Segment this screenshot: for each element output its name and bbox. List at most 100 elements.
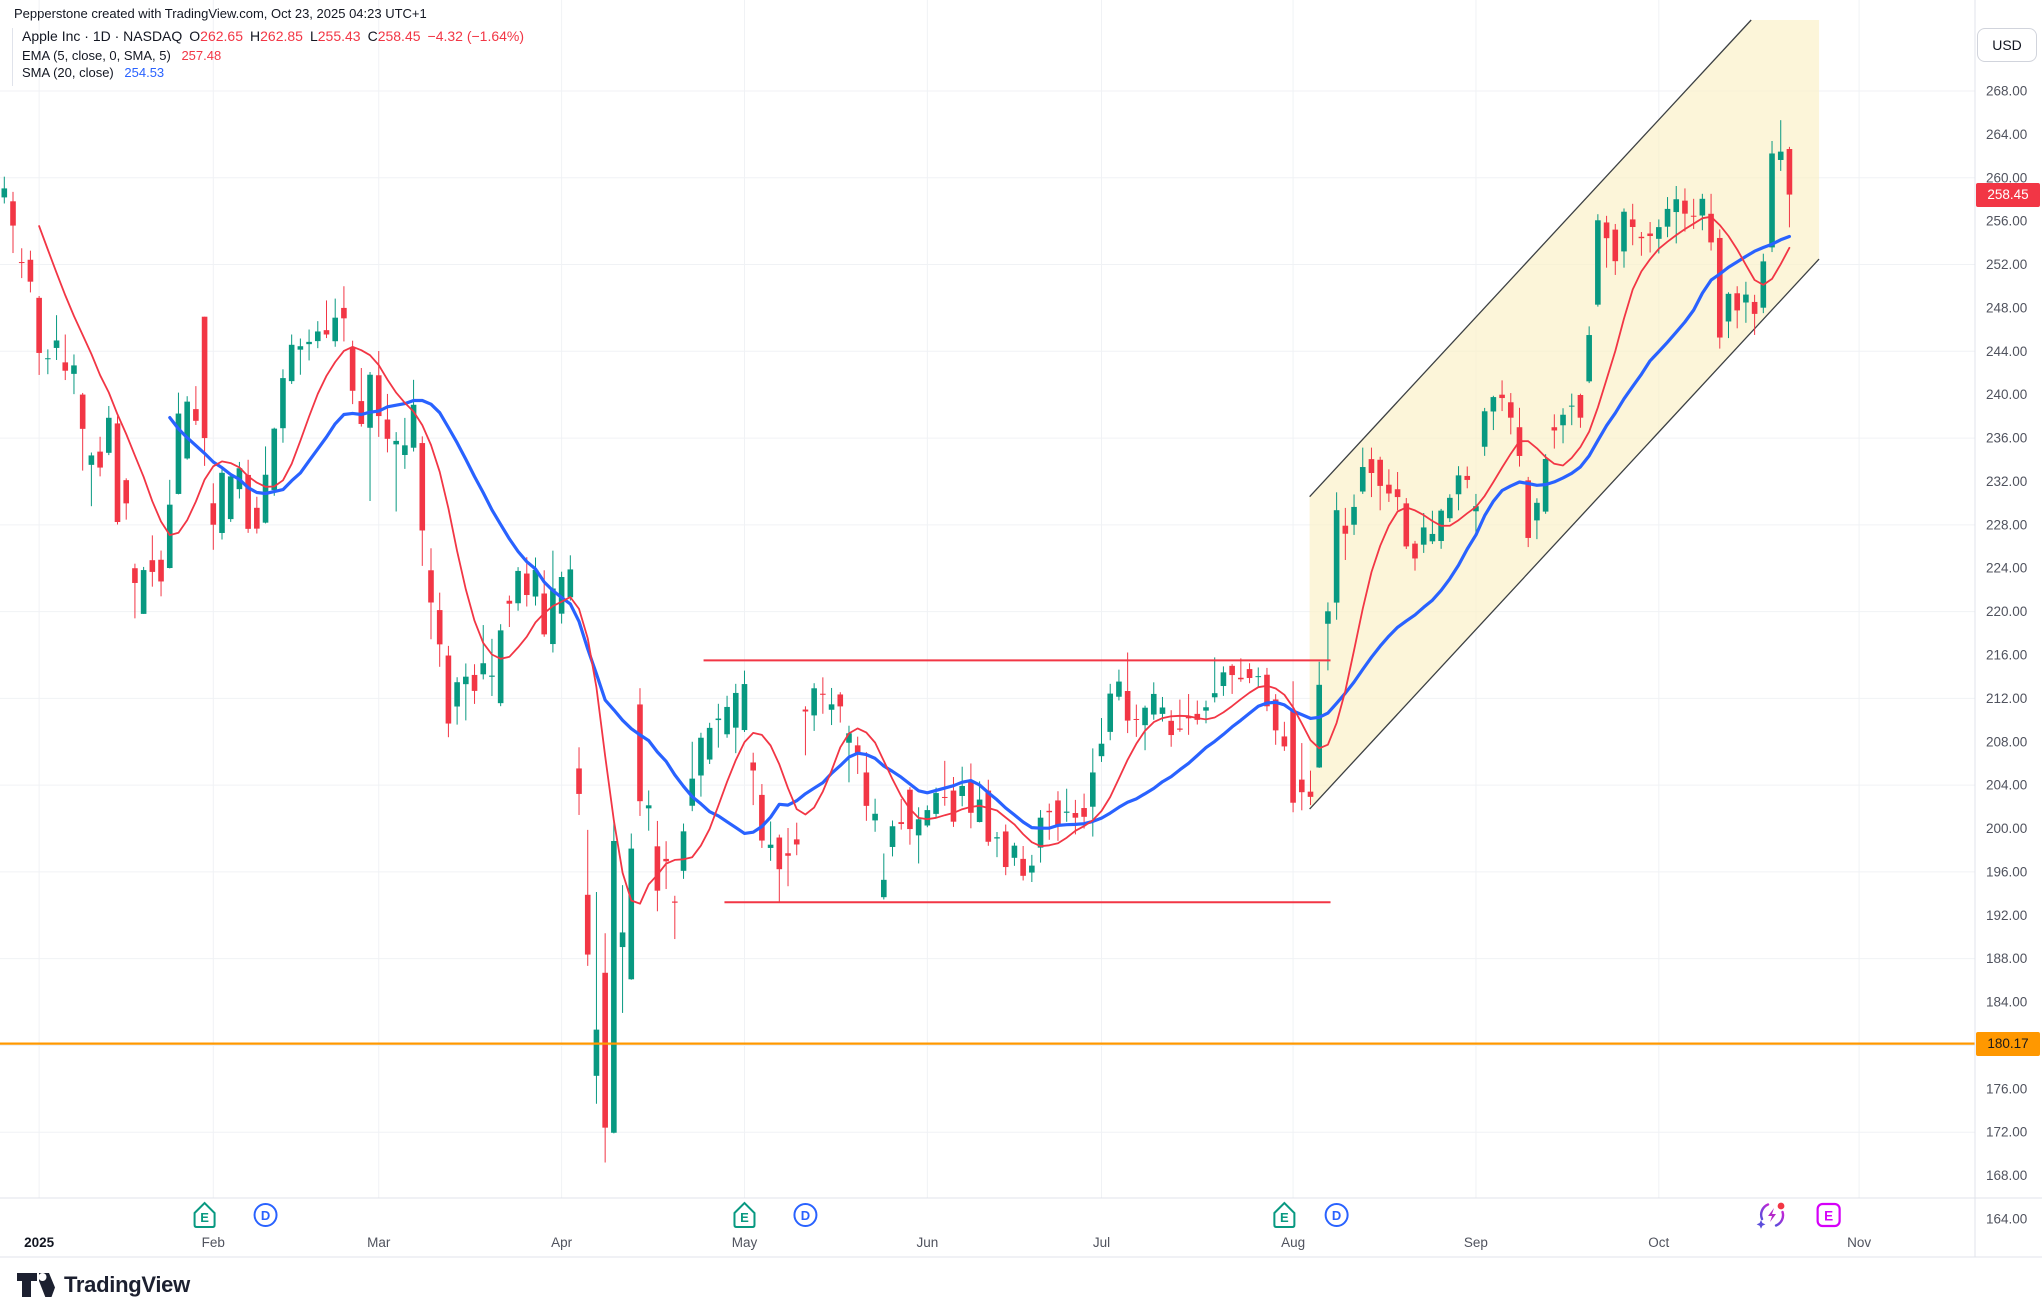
time-axis-label: May <box>732 1235 758 1250</box>
price-axis-label: 208.00 <box>1986 734 2027 749</box>
candle-body <box>1081 808 1087 817</box>
price-axis-label: 172.00 <box>1986 1125 2027 1140</box>
ohlc-high-label: H <box>250 28 261 44</box>
candle-body <box>393 440 399 445</box>
candle-body <box>1246 669 1253 678</box>
candle-body <box>811 688 817 716</box>
sma-line <box>168 234 1791 835</box>
candle-body <box>288 344 295 382</box>
candle-body <box>480 663 487 675</box>
price-axis-label: 260.00 <box>1986 170 2027 185</box>
candle-body <box>219 472 225 533</box>
candle-body <box>1150 693 1157 715</box>
candle-body <box>933 793 939 814</box>
candle-body <box>1055 800 1061 826</box>
candle-body <box>1490 397 1497 412</box>
candle-body <box>1682 200 1688 214</box>
candle-body <box>976 799 983 823</box>
symbol-legend-row: Apple Inc · 1D · NASDAQ O262.65 H262.85 L25… <box>14 26 524 46</box>
dividend-icon[interactable]: D <box>793 1203 818 1227</box>
candle-body <box>1238 677 1244 680</box>
currency-button[interactable]: USD <box>1977 28 2037 62</box>
time-axis-label: 2025 <box>24 1235 55 1250</box>
candle-body <box>1298 779 1305 793</box>
earnings-upcoming-icon[interactable]: E <box>1816 1202 1841 1228</box>
earnings-icon[interactable]: E <box>193 1201 216 1228</box>
candle-body <box>515 570 521 604</box>
candle-body <box>1447 497 1453 519</box>
candle-body <box>1037 817 1044 848</box>
price-axis-label: 232.00 <box>1986 474 2027 489</box>
candle-body <box>1063 811 1070 813</box>
candle-body <box>1351 506 1357 525</box>
candle-body <box>1194 713 1201 720</box>
candle-body <box>584 894 591 955</box>
ohlc-close-value: 258.45 <box>377 28 421 44</box>
tradingview-logo[interactable]: TradingView <box>16 1272 190 1298</box>
candle-body <box>898 822 905 824</box>
price-axis-label: 244.00 <box>1986 344 2027 359</box>
candle-body <box>523 573 530 596</box>
time-axis-label: Aug <box>1281 1235 1305 1250</box>
candle-body <box>1499 394 1505 399</box>
candle-body <box>254 507 260 529</box>
earnings-icon[interactable]: E <box>1273 1201 1296 1228</box>
event-swirl-icon[interactable] <box>1756 1202 1785 1229</box>
dividend-icon[interactable]: D <box>1324 1203 1349 1227</box>
candle-body <box>1664 208 1671 227</box>
candle-body <box>1272 699 1279 731</box>
candle-body <box>62 362 69 371</box>
dividend-icon[interactable]: D <box>253 1203 278 1227</box>
candle-body <box>1716 237 1723 338</box>
candle-body <box>140 570 147 614</box>
candle-body <box>1211 693 1218 698</box>
candle-body <box>1281 736 1288 747</box>
candle-body <box>750 762 756 771</box>
candle-body <box>1107 693 1114 732</box>
candle-body <box>1185 716 1192 719</box>
candle-body <box>732 692 739 728</box>
time-axis-label: Oct <box>1648 1235 1669 1250</box>
tradingview-logo-icon <box>17 1273 55 1297</box>
candle-body <box>828 704 835 710</box>
svg-text:D: D <box>801 1208 810 1223</box>
candle-body <box>1046 810 1053 813</box>
candle-body <box>367 374 373 428</box>
sma-legend-row[interactable]: SMA (20, close) 254.53 <box>14 65 524 80</box>
ohlc-open-value: 262.65 <box>200 28 243 44</box>
channel-lower-line <box>1309 258 1820 810</box>
candle-body <box>1020 858 1026 876</box>
channel-upper-line <box>1309 19 1752 498</box>
candle-body <box>1743 294 1749 303</box>
tradingview-logo-text: TradingView <box>64 1272 190 1297</box>
price-axis-label: 184.00 <box>1986 995 2027 1010</box>
candle-body <box>1629 219 1636 228</box>
candle-body <box>1116 681 1122 697</box>
symbol-legend[interactable]: Apple Inc · 1D · NASDAQ O262.65 H262.85 L25… <box>14 24 524 80</box>
candle-body <box>532 569 539 597</box>
ema-legend-row[interactable]: EMA (5, close, 0, SMA, 5) 257.48 <box>14 48 524 63</box>
candle-body <box>193 409 199 421</box>
candle-body <box>715 718 722 721</box>
candle-body <box>53 340 60 348</box>
svg-text:D: D <box>261 1208 270 1223</box>
price-axis-label: 216.00 <box>1986 647 2027 662</box>
earnings-icon[interactable]: E <box>733 1201 756 1228</box>
time-axis-label: Apr <box>551 1235 573 1250</box>
candle-body <box>1725 293 1732 322</box>
candle-body <box>1177 728 1183 730</box>
price-axis-label: 248.00 <box>1986 300 2027 315</box>
candle-body <box>550 588 556 645</box>
candle-body <box>941 796 948 798</box>
candle-body <box>45 358 51 360</box>
candle-body <box>628 848 635 980</box>
candle-body <box>1342 525 1349 534</box>
candle-body <box>114 423 121 523</box>
candle-body <box>323 330 330 335</box>
candle-body <box>1098 743 1105 757</box>
candle-body <box>950 790 957 822</box>
candle-body <box>1429 533 1436 542</box>
candle-body <box>132 568 138 583</box>
last-price-badge: 258.45 <box>1976 182 2040 207</box>
